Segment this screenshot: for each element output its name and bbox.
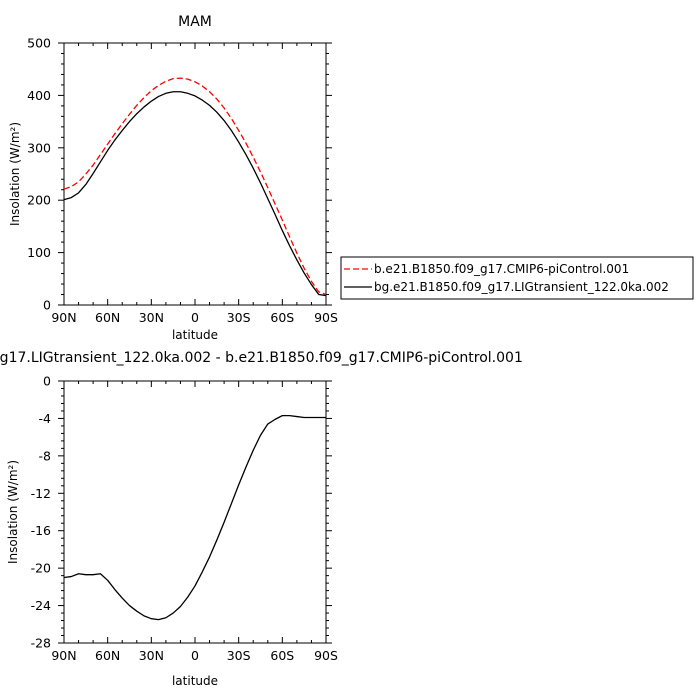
x-tick-label: 60N: [95, 648, 120, 663]
x-tick-label: 30N: [139, 648, 164, 663]
x-tick-label: 30S: [227, 310, 251, 325]
legend-label-ligtransient: bg.e21.B1850.f09_g17.LIGtransient_122.0k…: [374, 280, 669, 294]
x-tick-label: 30N: [139, 310, 164, 325]
x-tick-label: 60N: [95, 310, 120, 325]
y-axis-top: 0 100 200 300 400 500: [27, 36, 332, 313]
y-tick-label: 400: [27, 88, 51, 103]
x-axis-label-top: latitude: [172, 328, 218, 342]
y-tick-label: 300: [27, 140, 51, 155]
x-tick-label: 0: [191, 310, 199, 325]
chart-title-difference: bg.e21.B1850.f09_g17.LIGtransient_122.0k…: [0, 350, 523, 366]
y-tick-label: -20: [31, 561, 51, 576]
x-tick-label: 60S: [270, 310, 294, 325]
legend: b.e21.B1850.f09_g17.CMIP6-piControl.001 …: [340, 256, 694, 300]
x-tick-label: 30S: [227, 648, 251, 663]
x-tick-label: 90N: [51, 648, 76, 663]
insolation-difference-chart: bg.e21.B1850.f09_g17.LIGtransient_122.0k…: [0, 350, 523, 688]
x-tick-label: 60S: [270, 648, 294, 663]
x-tick-label: 90S: [314, 648, 338, 663]
chart-title-mam: MAM: [178, 14, 212, 30]
x-tick-label: 0: [191, 648, 199, 663]
legend-label-picontrol: b.e21.B1850.f09_g17.CMIP6-piControl.001: [374, 262, 629, 276]
y-tick-label: -24: [31, 598, 51, 613]
series-line-1: [63, 414, 326, 621]
y-axis-bottom: 0 -4 -8 -12 -16 -20 -24 -28: [31, 374, 332, 651]
series-group-top: [63, 77, 327, 297]
y-tick-label: -16: [31, 523, 51, 538]
x-axis-top: 90N 60N 30N 0 30S 60S 90S: [51, 43, 338, 325]
series-line-1: [63, 77, 327, 296]
series-group-bottom: [63, 414, 326, 621]
y-tick-label: 200: [27, 193, 51, 208]
y-tick-label: -4: [39, 411, 52, 426]
y-tick-label: 100: [27, 245, 51, 260]
y-tick-label: -8: [39, 448, 52, 463]
series-line-2: [63, 91, 327, 297]
y-tick-label: 0: [43, 374, 51, 389]
y-tick-label: -28: [31, 636, 51, 651]
y-axis-label-top: Insolation (W/m²): [8, 122, 22, 226]
y-tick-label: -12: [31, 486, 51, 501]
x-axis-label-bottom: latitude: [172, 674, 218, 688]
y-tick-label: 0: [43, 298, 51, 313]
x-tick-label: 90N: [51, 310, 76, 325]
y-tick-label: 500: [27, 36, 51, 51]
x-tick-label: 90S: [314, 310, 338, 325]
y-axis-label-bottom: Insolation (W/m²): [6, 460, 20, 564]
x-axis-bottom: 90N 60N 30N 0 30S 60S 90S: [51, 381, 338, 663]
plot-frame-bottom: [63, 380, 327, 644]
insolation-chart-mam: MAM 90N 60N 30N 0 30S 60S 90S 0 100 200 300 400 500…: [8, 14, 694, 342]
legend-box: [340, 256, 694, 300]
